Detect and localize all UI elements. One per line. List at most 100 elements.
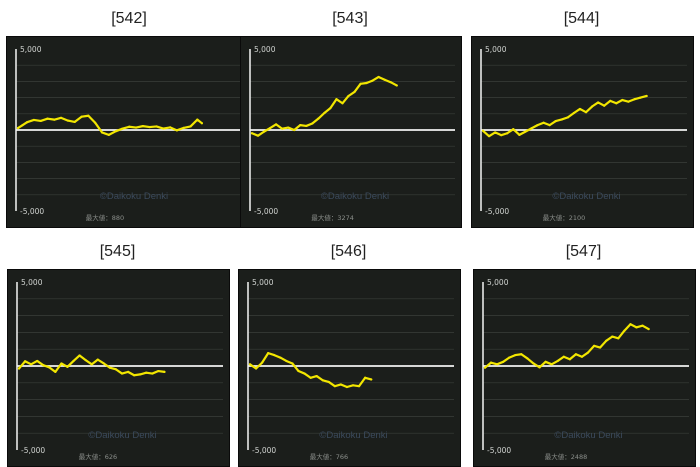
data-point [196, 118, 199, 121]
watermark: ©Daikoku Denki [100, 191, 168, 202]
data-point [599, 346, 602, 349]
data-point [560, 118, 563, 121]
data-point [48, 366, 51, 369]
data-point [100, 131, 104, 134]
data-point [347, 94, 350, 98]
data-point [96, 358, 99, 361]
data-point [597, 101, 600, 104]
data-point [60, 116, 63, 119]
data-point [357, 385, 361, 388]
data-point [248, 363, 252, 366]
data-point [329, 107, 332, 110]
data-point [562, 355, 565, 358]
data-point [550, 363, 553, 366]
data-point [526, 357, 529, 360]
data-point [256, 134, 260, 137]
data-point [645, 94, 648, 98]
data-point [189, 125, 192, 128]
data-point [554, 119, 557, 123]
data-point [609, 99, 612, 102]
data-point [275, 123, 278, 126]
chart-svg: 5,000 -5,000 ©Daikoku Denki 最大値：880 [15, 45, 247, 222]
data-point [285, 359, 288, 363]
data-point [72, 359, 75, 363]
data-point [520, 353, 523, 356]
data-point [629, 323, 632, 326]
data-point [335, 98, 338, 101]
data-point [291, 362, 294, 365]
data-point [370, 378, 373, 381]
data-point [508, 356, 511, 359]
data-point [635, 326, 638, 329]
y-tick-label: -5,000 [20, 207, 44, 216]
chart-svg: 5,000 -5,000 ©Daikoku Denki 最大値：766 [247, 278, 454, 461]
data-point [351, 384, 355, 387]
watermark: ©Daikoku Denki [88, 430, 156, 441]
data-point [512, 128, 515, 131]
data-point [25, 121, 29, 124]
data-point [114, 130, 117, 133]
data-point [377, 75, 380, 79]
data-point [524, 130, 527, 133]
data-point [46, 117, 49, 120]
data-point [641, 324, 644, 327]
data-point [321, 379, 324, 382]
max-value-label: 最大値：626 [79, 452, 117, 461]
data-point [483, 366, 487, 369]
data-point [548, 124, 551, 127]
data-point [126, 370, 130, 373]
data-point [299, 124, 302, 127]
data-point [538, 366, 541, 369]
y-tick-label: -5,000 [254, 207, 278, 216]
data-point [345, 385, 349, 389]
data-point [603, 104, 606, 107]
data-point [627, 100, 630, 103]
data-point [148, 125, 151, 129]
data-point [611, 335, 614, 338]
watermark: ©Daikoku Denki [321, 191, 389, 202]
chart-cell: [543] 5,000 -5,000 ©Daikoku Denki 最大値：3274 [240, 10, 462, 228]
data-point [32, 118, 35, 122]
data-point [341, 102, 344, 105]
chart-panel: 5,000 -5,000 ©Daikoku Denki 最大値：766 [238, 269, 461, 467]
data-point [395, 84, 398, 87]
data-point [53, 118, 56, 121]
data-point [151, 372, 154, 375]
y-tick-label: 5,000 [20, 45, 42, 54]
data-point [489, 361, 493, 364]
data-point [542, 121, 545, 124]
data-point [506, 132, 509, 135]
data-point [518, 133, 521, 136]
data-point [273, 353, 276, 357]
series-line [483, 323, 650, 369]
data-point [311, 122, 314, 125]
data-point [317, 117, 320, 120]
y-tick-label: 5,000 [485, 45, 507, 54]
data-point [141, 125, 144, 128]
data-point [36, 359, 39, 363]
data-point [66, 119, 70, 122]
data-point [90, 363, 93, 366]
data-point [73, 120, 76, 123]
chart-panel: 5,000 -5,000 ©Daikoku Denki 最大値：880 [6, 36, 254, 228]
data-point [107, 133, 110, 136]
chart-panel: 5,000 -5,000 ©Daikoku Denki 最大値：2100 [471, 36, 694, 228]
y-tick-label: 5,000 [254, 45, 276, 54]
data-point [578, 107, 582, 111]
data-point [572, 111, 575, 115]
chart-svg: 5,000 -5,000 ©Daikoku Denki 最大値：3274 [249, 45, 455, 222]
data-point [94, 121, 97, 124]
chart-svg: 5,000 -5,000 ©Daikoku Denki 最大値：626 [16, 278, 223, 461]
y-tick-label: 5,000 [252, 278, 274, 287]
data-point [267, 352, 270, 355]
data-point [568, 358, 571, 361]
data-point [16, 126, 20, 130]
data-point [42, 364, 45, 367]
max-value-label: 最大値：3274 [311, 213, 354, 222]
data-point [120, 372, 124, 375]
data-point [303, 372, 306, 375]
data-point [128, 125, 131, 128]
data-point [500, 134, 503, 137]
chart-cell: [544] 5,000 -5,000 ©Daikoku Denki 最大値：2100 [471, 10, 694, 228]
data-point [389, 81, 392, 84]
